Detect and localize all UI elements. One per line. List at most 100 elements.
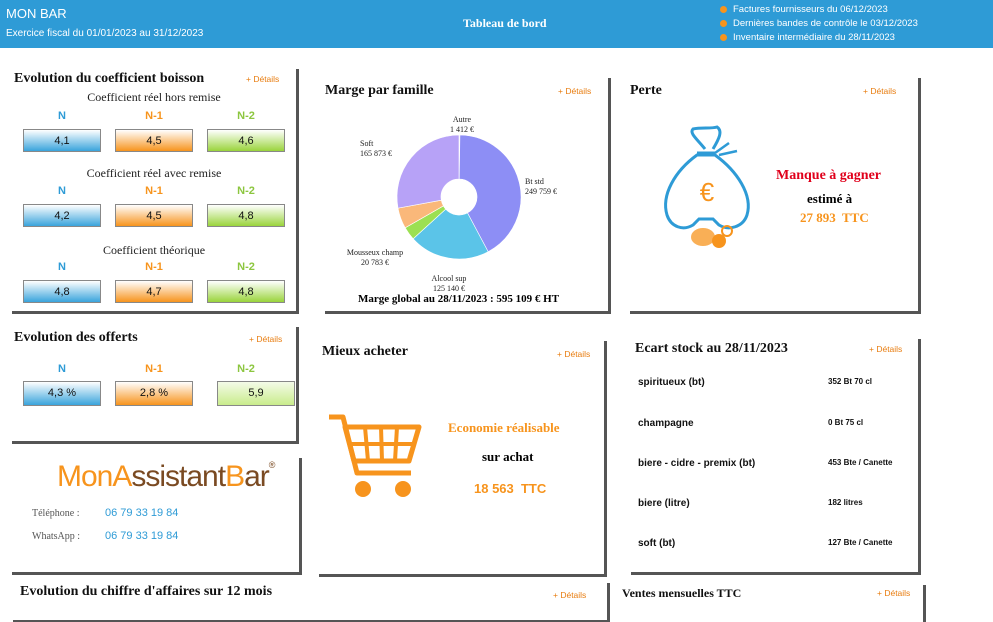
- perte-panel: Perte + Détails € Manque à gagner estimé…: [627, 75, 918, 311]
- note-text: Dernières bandes de contrôle le 03/12/20…: [733, 18, 918, 29]
- top-header: MON BAR Exercice fiscal du 01/01/2023 au…: [0, 0, 993, 48]
- stock-row: champagne 0 Bt 75 cl: [638, 418, 918, 429]
- bullet-dot-icon: [720, 5, 727, 13]
- coefficient-details-link[interactable]: + Détails: [246, 74, 280, 84]
- logo-text: B: [225, 460, 245, 493]
- margin-pie-chart: [396, 134, 522, 260]
- phone-link[interactable]: 06 79 33 19 84: [105, 507, 179, 519]
- col-n: N: [58, 363, 66, 375]
- stock-row: biere - cidre - premix (bt) 453 Bte / Can…: [638, 458, 918, 469]
- logo-text: A: [112, 460, 132, 493]
- logo-text: Mon: [57, 460, 113, 493]
- coeff-group-label: Coefficient réel avec remise: [86, 166, 222, 180]
- marge-panel: Marge par famille + Détails Autre 1 412 €…: [322, 75, 608, 311]
- stock-item-name: spiritueux (bt): [638, 377, 705, 388]
- money-bag-icon: €: [664, 125, 750, 248]
- logo-mark: ®: [268, 460, 276, 470]
- bullet-dot-icon: [720, 33, 727, 41]
- value-box-n1: 4,7: [115, 280, 193, 303]
- value-box-n2: 4,8: [207, 204, 285, 227]
- marge-total: Marge global au 28/11/2023 : 595 109 € H…: [358, 293, 560, 305]
- perte-details-link[interactable]: + Détails: [863, 86, 897, 96]
- pie-label-btstd: Bt std 249 759 €: [525, 177, 557, 196]
- col-n2: N-2: [237, 261, 255, 273]
- logo-text: ssistant: [131, 460, 226, 493]
- ventes-details-link[interactable]: + Détails: [877, 588, 911, 598]
- perte-amount: 27 893 TTC: [800, 210, 869, 225]
- col-n1: N-1: [145, 185, 163, 197]
- stock-item-value: 127 Bte / Canette: [828, 538, 893, 547]
- mieux-acheter-panel: Mieux acheter + Détails Economie réalisa…: [316, 338, 604, 574]
- note-item[interactable]: Factures fournisseurs du 06/12/2023: [720, 3, 918, 17]
- pie-label-autre: Autre 1 412 €: [450, 115, 474, 134]
- pie-slice-soft: [396, 134, 460, 209]
- mieux-subtitle: sur achat: [482, 449, 534, 464]
- stock-item-value: 182 litres: [828, 498, 863, 507]
- value-box-n: 4,3 %: [23, 381, 101, 406]
- col-n1: N-1: [145, 261, 163, 273]
- value-box-n2: 4,6: [207, 129, 285, 152]
- offerts-panel: Evolution des offerts + Détails N N-1 N-…: [9, 324, 296, 441]
- marge-details-link[interactable]: + Détails: [558, 86, 592, 96]
- offerts-title: Evolution des offerts: [14, 330, 138, 345]
- mieux-details-link[interactable]: + Détails: [557, 349, 591, 359]
- mieux-title: Mieux acheter: [322, 344, 408, 359]
- bullet-dot-icon: [720, 19, 727, 27]
- value-box-n: 4,8: [23, 280, 101, 303]
- col-n2: N-2: [237, 363, 255, 375]
- phone-label: Téléphone :: [32, 508, 80, 519]
- stock-title: Ecart stock au 28/11/2023: [635, 341, 788, 356]
- coefficient-panel: Evolution du coefficient boisson + Détai…: [9, 66, 296, 311]
- value-box-n: 4,2: [23, 204, 101, 227]
- logo-text: ar: [244, 460, 270, 493]
- perte-label: Manque à gagner: [776, 168, 881, 183]
- coefficient-title: Evolution du coefficient boisson: [14, 71, 205, 86]
- note-item[interactable]: Inventaire intermédiaire du 28/11/2023: [720, 31, 918, 45]
- pie-slice-bt-std: [458, 134, 522, 253]
- stock-item-value: 352 Bt 70 cl: [828, 377, 873, 386]
- whatsapp-label: WhatsApp :: [32, 531, 81, 542]
- shopping-cart-icon: [329, 414, 422, 497]
- ca-details-link[interactable]: + Détails: [553, 590, 587, 600]
- value-box-n2: 5,9: [217, 381, 295, 406]
- stock-row: soft (bt) 127 Bte / Canette: [638, 538, 918, 549]
- value-box-n2: 4,8: [207, 280, 285, 303]
- ventes-title: Ventes mensuelles TTC: [622, 586, 742, 600]
- page-title: Tableau de bord: [463, 16, 547, 30]
- value-box-n: 4,1: [23, 129, 101, 152]
- offerts-details-link[interactable]: + Détails: [249, 334, 283, 344]
- col-n1: N-1: [145, 363, 163, 375]
- col-n1: N-1: [145, 110, 163, 122]
- stock-details-link[interactable]: + Détails: [869, 344, 903, 354]
- col-n: N: [58, 110, 66, 122]
- value-box-n1: 4,5: [115, 204, 193, 227]
- col-n: N: [58, 261, 66, 273]
- whatsapp-link[interactable]: 06 79 33 19 84: [105, 530, 179, 542]
- stock-item-name: biere - cidre - premix (bt): [638, 458, 756, 469]
- col-n2: N-2: [237, 110, 255, 122]
- pie-label-alcool: Alcool sup 125 140 €: [431, 274, 467, 293]
- perte-estimate-label: estimé à: [807, 191, 853, 206]
- ecart-stock-panel: Ecart stock au 28/11/2023 + Détails spir…: [628, 336, 918, 572]
- coeff-group-label: Coefficient théorique: [102, 243, 206, 257]
- update-notes: Factures fournisseurs du 06/12/2023 Dern…: [720, 3, 918, 45]
- note-item[interactable]: Dernières bandes de contrôle le 03/12/20…: [720, 17, 918, 31]
- coeff-group-label: Coefficient réel hors remise: [87, 90, 221, 104]
- mieux-amount: 18 563 TTC: [474, 481, 547, 496]
- col-n2: N-2: [237, 185, 255, 197]
- ventes-mensuelles-panel: Ventes mensuelles TTC + Détails: [618, 582, 923, 622]
- perte-title: Perte: [630, 83, 662, 98]
- value-box-n1: 2,8 %: [115, 381, 193, 406]
- mieux-label: Economie réalisable: [448, 420, 560, 435]
- stock-item-name: biere (litre): [638, 498, 690, 509]
- note-text: Inventaire intermédiaire du 28/11/2023: [733, 32, 895, 43]
- bar-name: MON BAR: [6, 6, 67, 21]
- value-box-n1: 4,5: [115, 129, 193, 152]
- ca-title: Evolution du chiffre d'affaires sur 12 m…: [20, 584, 273, 599]
- col-n: N: [58, 185, 66, 197]
- pie-label-soft: Soft 165 873 €: [360, 139, 392, 158]
- fiscal-year: Exercice fiscal du 01/01/2023 au 31/12/2…: [6, 28, 204, 39]
- stock-item-value: 453 Bte / Canette: [828, 458, 893, 467]
- contact-panel: MonAssistantBar® Téléphone : 06 79 33 19…: [9, 455, 299, 572]
- note-text: Factures fournisseurs du 06/12/2023: [733, 4, 888, 15]
